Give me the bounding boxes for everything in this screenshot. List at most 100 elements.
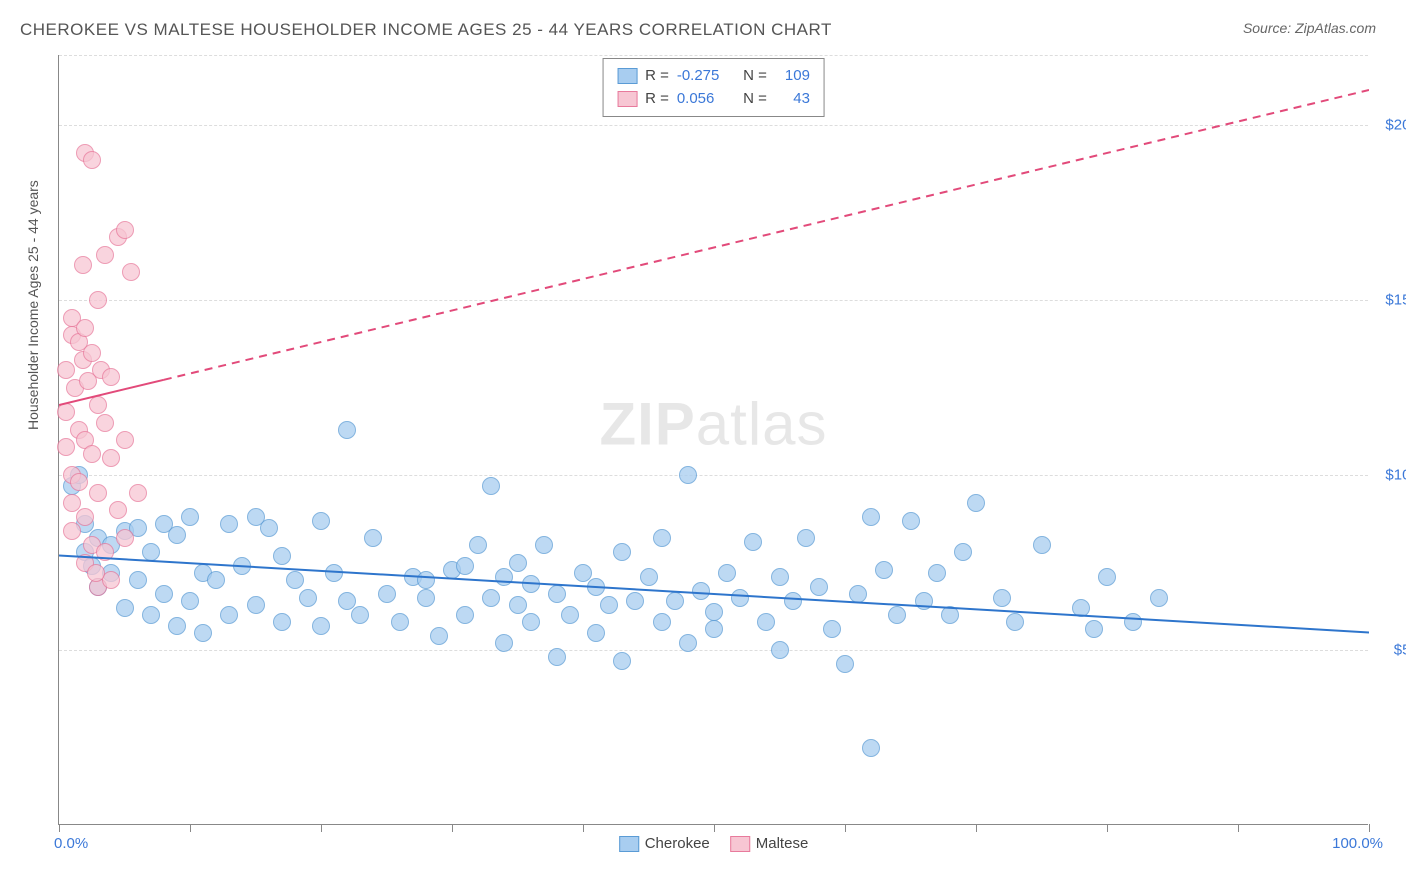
x-tick [1107, 824, 1108, 832]
data-point [116, 529, 134, 547]
data-point [116, 599, 134, 617]
data-point [87, 564, 105, 582]
data-point [325, 564, 343, 582]
data-point [875, 561, 893, 579]
data-point [915, 592, 933, 610]
data-point [364, 529, 382, 547]
correlation-legend: R =-0.275 N =109R =0.056 N =43 [602, 58, 825, 117]
data-point [74, 256, 92, 274]
legend-r-value: -0.275 [677, 65, 727, 88]
data-point [260, 519, 278, 537]
data-point [587, 624, 605, 642]
data-point [771, 568, 789, 586]
data-point [1124, 613, 1142, 631]
data-point [351, 606, 369, 624]
legend-r-value: 0.056 [677, 88, 727, 111]
x-tick [59, 824, 60, 832]
y-tick-label: $200,000 [1373, 117, 1406, 134]
legend-n-value: 109 [775, 65, 810, 88]
data-point [247, 596, 265, 614]
data-point [220, 606, 238, 624]
data-point [273, 613, 291, 631]
gridline [59, 300, 1368, 301]
chart-plot-area: ZIPatlas $50,000$100,000$150,000$200,000… [58, 55, 1368, 825]
data-point [168, 526, 186, 544]
data-point [600, 596, 618, 614]
data-point [771, 641, 789, 659]
data-point [522, 613, 540, 631]
legend-n-label: N = [735, 88, 767, 111]
gridline [59, 475, 1368, 476]
data-point [70, 473, 88, 491]
x-tick [321, 824, 322, 832]
data-point [273, 547, 291, 565]
data-point [142, 606, 160, 624]
x-tick [190, 824, 191, 832]
data-point [967, 494, 985, 512]
y-axis-label: Householder Income Ages 25 - 44 years [25, 180, 41, 430]
data-point [718, 564, 736, 582]
data-point [63, 522, 81, 540]
data-point [181, 592, 199, 610]
data-point [116, 221, 134, 239]
data-point [83, 445, 101, 463]
legend-label: Cherokee [645, 835, 710, 852]
data-point [89, 396, 107, 414]
data-point [679, 634, 697, 652]
data-point [495, 634, 513, 652]
legend-n-value: 43 [775, 88, 810, 111]
data-point [391, 613, 409, 631]
data-point [57, 361, 75, 379]
data-point [849, 585, 867, 603]
data-point [168, 617, 186, 635]
data-point [823, 620, 841, 638]
data-point [76, 319, 94, 337]
data-point [1033, 536, 1051, 554]
data-point [757, 613, 775, 631]
data-point [692, 582, 710, 600]
data-point [1085, 620, 1103, 638]
data-point [286, 571, 304, 589]
x-axis-min-label: 0.0% [54, 835, 88, 852]
data-point [862, 508, 880, 526]
data-point [57, 438, 75, 456]
data-point [653, 613, 671, 631]
x-tick [976, 824, 977, 832]
data-point [57, 403, 75, 421]
data-point [129, 484, 147, 502]
data-point [456, 606, 474, 624]
legend-item: Maltese [730, 835, 809, 852]
data-point [613, 652, 631, 670]
data-point [142, 543, 160, 561]
data-point [181, 508, 199, 526]
x-tick [1369, 824, 1370, 832]
data-point [509, 554, 527, 572]
data-point [417, 571, 435, 589]
data-point [548, 585, 566, 603]
data-point [679, 466, 697, 484]
legend-swatch [619, 836, 639, 852]
data-point [705, 620, 723, 638]
data-point [194, 624, 212, 642]
data-point [509, 596, 527, 614]
data-point [888, 606, 906, 624]
data-point [96, 414, 114, 432]
data-point [902, 512, 920, 530]
data-point [417, 589, 435, 607]
x-axis-max-label: 100.0% [1332, 835, 1383, 852]
data-point [1098, 568, 1116, 586]
trend-line-dashed [164, 90, 1369, 380]
data-point [102, 449, 120, 467]
legend-swatch [617, 68, 637, 84]
y-tick-label: $50,000 [1373, 642, 1406, 659]
data-point [378, 585, 396, 603]
legend-swatch [617, 91, 637, 107]
legend-r-label: R = [645, 88, 669, 111]
legend-swatch [730, 836, 750, 852]
watermark-bold: ZIP [599, 391, 695, 458]
data-point [96, 543, 114, 561]
data-point [456, 557, 474, 575]
data-point [1150, 589, 1168, 607]
data-point [954, 543, 972, 561]
data-point [102, 368, 120, 386]
